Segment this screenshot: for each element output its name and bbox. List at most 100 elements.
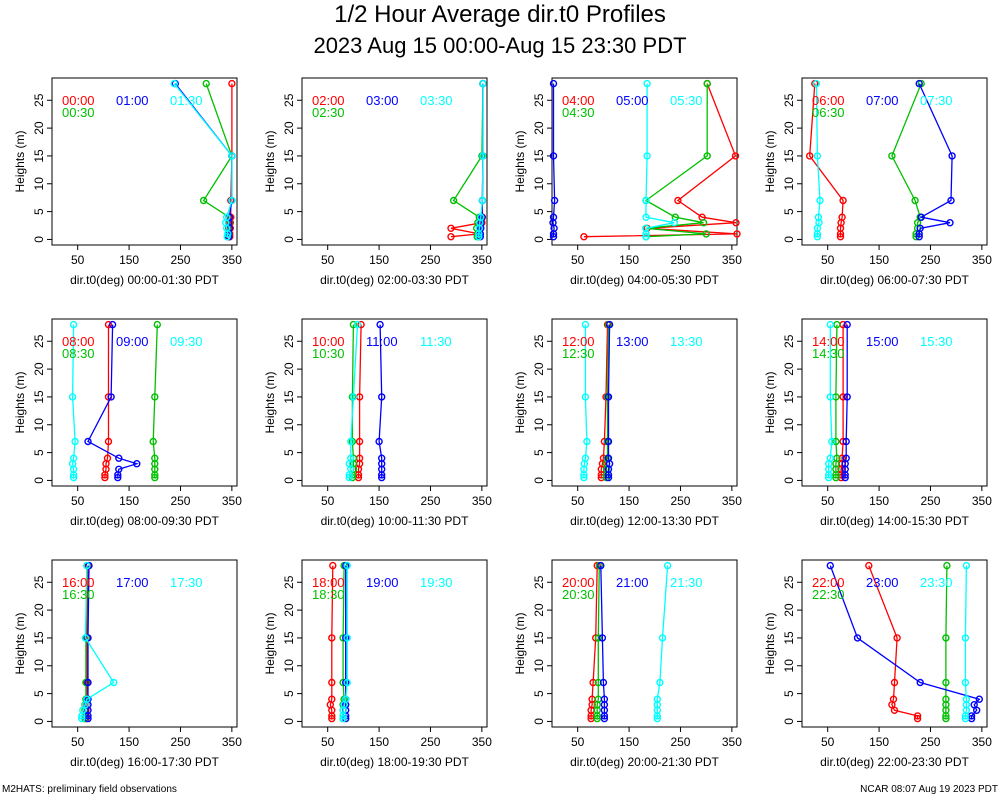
data-point [115, 454, 123, 462]
plot-frame [801, 559, 988, 728]
y-axis-label: Heights (m) [513, 371, 527, 433]
data-point [839, 196, 847, 205]
data-point [133, 460, 141, 468]
data-point [84, 678, 92, 687]
y-tick-label: 15 [532, 390, 546, 404]
x-tick-label: 150 [619, 494, 639, 508]
y-tick-label: 15 [782, 631, 796, 645]
data-point [68, 393, 77, 401]
chart-panel: 50 150 250 350 0 5 10 15 20 25 dir.t0(deg) 08:00-0… [13, 318, 242, 528]
data-point [733, 230, 741, 238]
legend-label: 02:00 [312, 93, 345, 108]
legend-label: 10:00 [312, 334, 345, 349]
legend-label: 13:30 [670, 334, 703, 349]
chart-panel: 50 150 250 350 0 5 10 15 20 25 dir.t0(deg) 14:00-1… [763, 318, 992, 528]
y-tick-label: 0 [532, 477, 546, 484]
data-point [915, 232, 923, 241]
legend-label: 21:00 [616, 575, 649, 590]
x-tick-label: 350 [722, 735, 742, 749]
data-point [151, 471, 159, 479]
data-point [653, 714, 661, 723]
legend-label: 08:30 [62, 346, 95, 361]
legend-label: 19:00 [366, 575, 399, 590]
data-point [598, 634, 607, 642]
data-point [349, 320, 358, 329]
data-point [836, 232, 845, 241]
legend-label: 09:00 [116, 334, 149, 349]
data-point [816, 196, 824, 205]
x-tick-label: 250 [170, 494, 190, 508]
data-point [353, 320, 362, 329]
legend-label: 12:30 [562, 346, 595, 361]
data-point [643, 152, 651, 160]
legend-label: 15:30 [920, 334, 953, 349]
data-point [479, 152, 487, 160]
x-tick-label: 50 [71, 494, 85, 508]
data-point [376, 320, 384, 329]
plot-frame [551, 77, 738, 246]
data-point [825, 471, 833, 479]
data-point [84, 437, 92, 446]
plot-frame [551, 559, 738, 728]
y-tick-label: 10 [282, 659, 296, 673]
legend-label: 21:30 [670, 575, 703, 590]
x-tick-label: 250 [670, 735, 690, 749]
y-tick-label: 0 [532, 718, 546, 725]
data-point [81, 634, 90, 642]
data-point [581, 393, 590, 401]
x-tick-label: 150 [369, 494, 389, 508]
y-tick-label: 20 [32, 121, 46, 135]
data-point [961, 678, 970, 687]
y-tick-label: 15 [782, 149, 796, 163]
y-axis-label: Heights (m) [513, 612, 527, 674]
legend-label: 14:00 [812, 334, 845, 349]
data-point [114, 473, 122, 482]
series-line [583, 83, 738, 238]
data-point [670, 218, 678, 227]
y-tick-label: 20 [782, 362, 796, 376]
data-point [843, 320, 851, 329]
plot-frame [301, 318, 488, 487]
data-point [842, 437, 850, 446]
legend-label: 00:00 [62, 93, 95, 108]
x-tick-label: 250 [420, 494, 440, 508]
x-tick-label: 350 [972, 735, 992, 749]
y-tick-label: 10 [32, 659, 46, 673]
y-tick-label: 20 [32, 362, 46, 376]
x-axis-label: dir.t0(deg) 20:00-21:30 PDT [570, 755, 719, 769]
data-point [549, 152, 558, 160]
data-point [913, 712, 922, 720]
legend-label: 15:00 [866, 334, 899, 349]
y-tick-label: 5 [282, 449, 296, 456]
y-tick-label: 0 [282, 477, 296, 484]
y-tick-label: 10 [532, 177, 546, 191]
y-tick-label: 0 [782, 477, 796, 484]
data-point [703, 152, 711, 160]
y-tick-label: 25 [32, 93, 46, 107]
x-tick-label: 150 [119, 735, 139, 749]
data-point [604, 473, 613, 482]
x-tick-label: 150 [369, 253, 389, 267]
data-point [78, 714, 86, 723]
data-point [961, 634, 970, 642]
y-tick-label: 20 [782, 603, 796, 617]
data-point [328, 714, 336, 723]
data-point [600, 714, 609, 723]
x-tick-label: 250 [670, 253, 690, 267]
data-point [961, 714, 970, 723]
series-line [656, 565, 669, 719]
data-point [329, 561, 337, 570]
data-point [170, 79, 179, 88]
legend-label: 08:00 [62, 334, 95, 349]
x-axis-label: dir.t0(deg) 08:00-09:30 PDT [70, 514, 219, 528]
data-point [915, 230, 923, 238]
data-point [479, 79, 487, 88]
x-tick-label: 150 [869, 735, 889, 749]
data-point [942, 712, 950, 720]
series-line [918, 83, 953, 237]
x-tick-label: 350 [472, 735, 492, 749]
y-tick-label: 15 [532, 631, 546, 645]
legend-label: 13:00 [616, 334, 649, 349]
legend-label: 16:00 [62, 575, 95, 590]
